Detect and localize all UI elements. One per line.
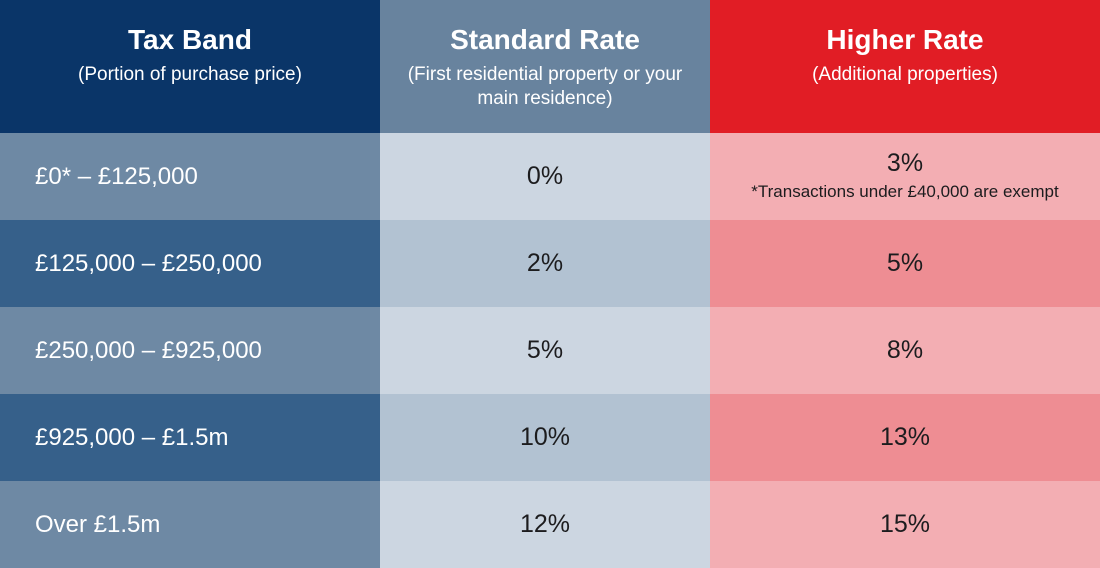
higher-rate-value-row1: 3% xyxy=(886,149,924,178)
higher-rate-cell-row4: 13% xyxy=(710,394,1100,481)
exemption-footnote: *Transactions under £40,000 are exempt xyxy=(751,182,1059,202)
header-tax-band-title: Tax Band xyxy=(128,24,252,55)
header-higher-rate-title: Higher Rate xyxy=(826,24,984,55)
higher-rate-cell-row3: 8% xyxy=(710,307,1100,394)
band-cell-row1: £0* – £125,000 xyxy=(0,133,380,220)
band-cell-row5: Over £1.5m xyxy=(0,481,380,568)
band-cell-row3: £250,000 – £925,000 xyxy=(0,307,380,394)
band-cell-row4: £925,000 – £1.5m xyxy=(0,394,380,481)
higher-rate-cell-row1: 3% *Transactions under £40,000 are exemp… xyxy=(710,133,1100,220)
header-standard-rate: Standard Rate (First residential propert… xyxy=(380,0,710,133)
standard-rate-cell-row4: 10% xyxy=(380,394,710,481)
header-standard-rate-title: Standard Rate xyxy=(450,24,640,55)
standard-rate-cell-row2: 2% xyxy=(380,220,710,307)
header-higher-rate: Higher Rate (Additional properties) xyxy=(710,0,1100,133)
higher-rate-cell-row5: 15% xyxy=(710,481,1100,568)
header-tax-band-subtitle: (Portion of purchase price) xyxy=(78,64,302,86)
higher-rate-cell-row2: 5% xyxy=(710,220,1100,307)
header-higher-rate-subtitle: (Additional properties) xyxy=(812,64,998,86)
standard-rate-cell-row3: 5% xyxy=(380,307,710,394)
standard-rate-cell-row1: 0% xyxy=(380,133,710,220)
header-standard-rate-subtitle: (First residential property or your main… xyxy=(407,64,683,109)
standard-rate-cell-row5: 12% xyxy=(380,481,710,568)
band-cell-row2: £125,000 – £250,000 xyxy=(0,220,380,307)
header-tax-band: Tax Band (Portion of purchase price) xyxy=(0,0,380,133)
